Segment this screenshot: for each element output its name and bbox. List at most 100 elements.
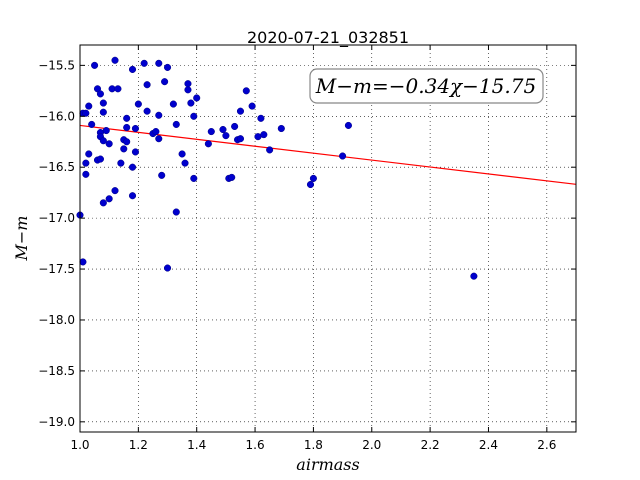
data-point: [102, 126, 110, 135]
data-point: [190, 174, 198, 182]
data-point: [248, 102, 256, 110]
data-point: [82, 170, 90, 178]
data-point: [131, 148, 139, 156]
x-tick-label: 1.8: [304, 438, 323, 452]
data-point: [266, 146, 274, 154]
data-point: [123, 138, 131, 146]
data-point: [99, 108, 107, 116]
data-point: [277, 124, 285, 133]
data-point: [155, 59, 163, 67]
data-point: [128, 163, 137, 171]
data-point: [161, 78, 169, 86]
data-point: [344, 121, 352, 130]
data-point: [91, 61, 99, 69]
data-point: [242, 87, 250, 95]
data-point: [163, 63, 172, 71]
grid: [79, 45, 576, 432]
data-point: [236, 135, 245, 143]
fit-line: [79, 124, 577, 185]
x-tick-label: 1.2: [129, 438, 148, 452]
axis-ticks: 1.0 1.2 1.4 1.6 1.8 2.0 2.2 2.4 2.6 −15.5 −16.0 −16…: [38, 45, 576, 452]
data-point: [96, 90, 104, 98]
data-point: [96, 155, 104, 163]
data-points: [76, 56, 478, 280]
data-point: [128, 192, 137, 200]
data-point: [187, 99, 195, 107]
x-tick-label: 1.4: [187, 438, 206, 452]
data-point: [172, 208, 180, 216]
data-point: [120, 145, 128, 153]
data-point: [306, 180, 315, 189]
data-point: [111, 187, 119, 195]
plot-frame: [79, 44, 577, 433]
y-tick-label: −17.0: [38, 211, 75, 225]
data-point: [117, 159, 125, 167]
y-tick-label: −19.0: [38, 415, 75, 429]
y-tick-label: −17.5: [38, 262, 75, 276]
data-point: [155, 111, 163, 119]
data-point: [123, 114, 131, 122]
data-point: [158, 171, 166, 179]
data-point: [184, 80, 192, 88]
data-point: [88, 120, 96, 128]
data-point: [155, 135, 163, 143]
data-point: [128, 65, 137, 73]
chart-title: 2020-07-21_032851: [247, 28, 409, 48]
fit-equation: M−m=−0.34χ−15.75: [315, 74, 536, 98]
x-tick-label: 2.2: [421, 438, 440, 452]
data-point: [140, 59, 148, 67]
x-tick-label: 1.0: [70, 438, 89, 452]
y-tick-label: −15.5: [38, 58, 75, 72]
y-tick-label: −16.5: [38, 160, 75, 174]
data-point: [105, 195, 113, 203]
data-point: [152, 128, 160, 136]
data-point: [79, 258, 87, 266]
y-tick-label: −16.0: [38, 109, 75, 123]
data-point: [111, 56, 119, 64]
data-point: [193, 94, 201, 102]
x-tick-label: 1.6: [246, 438, 265, 452]
data-point: [143, 107, 151, 115]
data-point: [190, 112, 198, 120]
data-point: [228, 173, 236, 181]
data-point: [207, 128, 215, 136]
data-point: [204, 140, 212, 148]
data-point: [236, 107, 245, 115]
data-point: [85, 102, 93, 110]
x-tick-label: 2.4: [479, 438, 498, 452]
data-point: [114, 85, 122, 93]
data-point: [99, 99, 107, 107]
data-point: [219, 125, 227, 134]
data-point: [172, 120, 180, 128]
x-tick-label: 2.6: [537, 438, 556, 452]
annotation-frame: [309, 68, 544, 104]
data-point: [99, 199, 107, 207]
data-point: [163, 264, 172, 272]
y-tick-label: −18.5: [38, 364, 75, 378]
data-point: [134, 100, 142, 108]
data-point: [85, 150, 93, 158]
data-point: [82, 109, 90, 117]
data-point: [231, 122, 239, 131]
y-tick-label: −18.0: [38, 313, 75, 327]
data-point: [309, 174, 317, 182]
data-point: [257, 114, 265, 122]
data-point: [222, 132, 230, 140]
x-axis-title: airmass: [296, 455, 359, 474]
data-point: [169, 100, 177, 108]
data-point: [82, 159, 90, 167]
data-point: [339, 152, 347, 160]
data-point: [260, 131, 268, 139]
data-point: [99, 137, 107, 145]
data-point: [470, 272, 478, 280]
annotation-box: M−m=−0.34χ−15.75: [309, 68, 544, 104]
data-point: [131, 124, 139, 133]
y-axis-title: M−m: [12, 216, 31, 262]
data-point: [143, 81, 151, 89]
data-point: [184, 86, 192, 94]
fit-line-layer: [79, 124, 577, 185]
data-point: [181, 159, 189, 167]
data-point: [123, 123, 131, 132]
x-tick-label: 2.0: [362, 438, 381, 452]
